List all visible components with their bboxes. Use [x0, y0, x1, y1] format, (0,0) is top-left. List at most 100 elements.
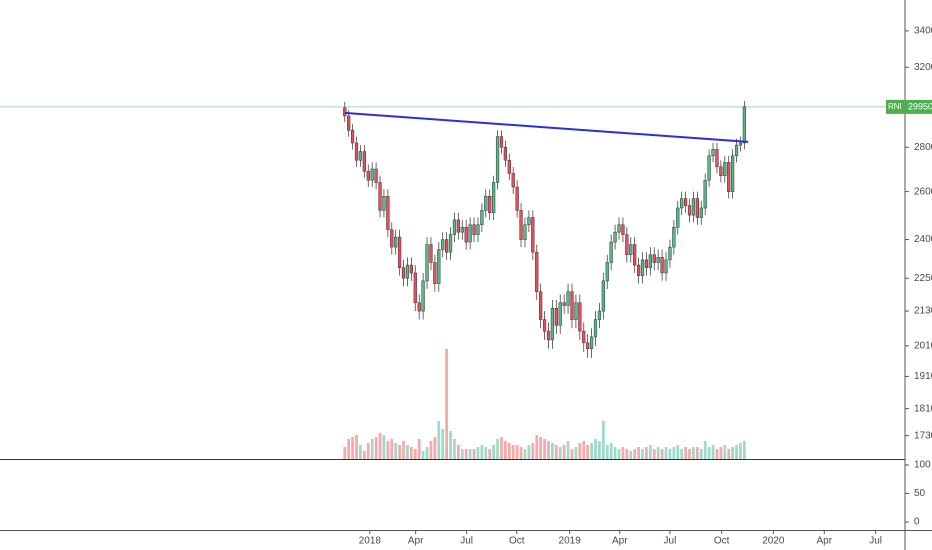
candle-body [394, 236, 398, 248]
volume-bar [660, 449, 664, 459]
volume-bar [735, 445, 738, 459]
candle-body [350, 130, 355, 144]
volume-bar [507, 443, 511, 459]
candle-body [445, 239, 449, 253]
volume-bar [574, 447, 578, 459]
candle-body [589, 336, 594, 350]
volume-bar [476, 447, 480, 459]
candle-body [421, 280, 425, 312]
candle-body [535, 251, 539, 292]
candle-body [605, 262, 609, 282]
volume-bar [582, 441, 586, 459]
volume-bar [617, 449, 621, 459]
candle-body [601, 280, 605, 312]
candle-body [511, 173, 515, 188]
candle-body [703, 179, 707, 209]
volume-bar [492, 445, 496, 459]
volume-bar [488, 449, 492, 459]
volume-bar [625, 449, 629, 459]
candle-body [680, 198, 684, 209]
y-tick-label: 26000 [914, 186, 932, 197]
volume-bar [531, 443, 535, 459]
candle-body [527, 217, 531, 226]
candle-body [390, 229, 394, 248]
candle-body [464, 226, 468, 243]
volume-bar [374, 437, 378, 459]
volume-bar [378, 433, 382, 459]
volume-bar [558, 447, 562, 459]
candle-body [499, 136, 504, 148]
candle-body [452, 219, 457, 235]
candle-body [382, 196, 386, 211]
candle-body [417, 302, 421, 312]
volume-bar [429, 441, 433, 459]
y-tick-label: 24000 [914, 234, 932, 245]
volume-bar [598, 441, 601, 459]
candle-body [707, 155, 711, 181]
x-tick-label: Oct [509, 536, 525, 547]
candle-body [664, 259, 668, 274]
volume-bar [484, 447, 488, 459]
volume-bar [359, 445, 362, 459]
candle-body [354, 142, 359, 161]
candle-body [644, 259, 649, 268]
volume-bar [464, 449, 468, 459]
candle-body [546, 330, 551, 341]
candle-body [448, 234, 453, 253]
candle-body [425, 244, 429, 282]
candle-body [621, 224, 625, 235]
volume-bar [637, 447, 640, 459]
candle-body [629, 244, 633, 255]
indicator-tick-label: 100 [914, 460, 931, 471]
candle-body [441, 239, 445, 250]
candle-body [378, 182, 382, 211]
candle-body [723, 162, 727, 176]
candle-body [597, 310, 602, 320]
indicator-tick-label: 0 [914, 517, 920, 528]
candle-body [727, 162, 731, 192]
volume-bar [648, 445, 652, 459]
volume-bar [386, 441, 390, 459]
candle-body [586, 342, 590, 350]
volume-bar [421, 451, 425, 459]
candle-body [550, 308, 555, 341]
candle-body [413, 272, 417, 303]
candle-body [695, 198, 699, 218]
volume-bar [445, 349, 448, 459]
last-price-box [905, 99, 932, 114]
volume-bar [707, 447, 711, 459]
candle-body [542, 319, 547, 332]
candle-body [437, 249, 441, 284]
candle-body [456, 219, 460, 233]
volume-bar [496, 439, 499, 459]
candle-body [523, 224, 527, 240]
volume-bar [390, 439, 394, 459]
y-tick-label: 17300 [914, 430, 932, 441]
x-tick-label: 2020 [762, 536, 785, 547]
volume-bar [692, 447, 695, 459]
volume-bar [504, 441, 507, 459]
candle-body [397, 236, 402, 268]
volume-bar [684, 447, 687, 459]
indicator-tick-label: 50 [914, 488, 926, 499]
candle-body [460, 226, 464, 233]
volume-bar [519, 447, 523, 459]
candle-body [370, 168, 374, 181]
volume-bar [457, 445, 460, 459]
candle-body [640, 259, 645, 276]
last-price-label: 29950 [908, 101, 932, 111]
volume-bar [641, 449, 644, 459]
candle-body [374, 168, 378, 183]
candle-body [386, 196, 390, 230]
volume-bar [347, 439, 351, 459]
volume-bar [594, 439, 597, 459]
volume-bar [402, 441, 405, 459]
x-tick-label: 2019 [559, 536, 582, 547]
volume-bar [355, 435, 358, 459]
candle-body [660, 257, 664, 274]
x-tick-label: Oct [714, 536, 730, 547]
candle-body [531, 217, 535, 253]
volume-bar [676, 445, 680, 459]
y-tick-label: 21300 [914, 306, 932, 317]
